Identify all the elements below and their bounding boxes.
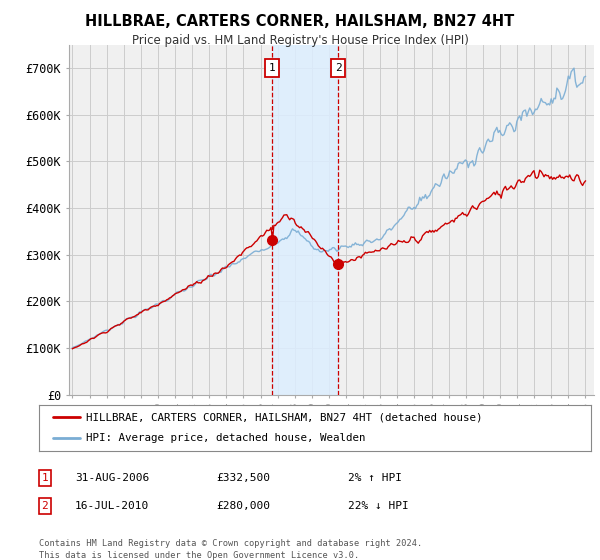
Text: Contains HM Land Registry data © Crown copyright and database right 2024.
This d: Contains HM Land Registry data © Crown c… — [39, 539, 422, 560]
Text: HPI: Average price, detached house, Wealden: HPI: Average price, detached house, Weal… — [86, 433, 365, 444]
Text: £280,000: £280,000 — [216, 501, 270, 511]
Bar — [272, 45, 338, 395]
Text: 1: 1 — [41, 473, 49, 483]
Text: 2% ↑ HPI: 2% ↑ HPI — [348, 473, 402, 483]
Text: Price paid vs. HM Land Registry's House Price Index (HPI): Price paid vs. HM Land Registry's House … — [131, 34, 469, 46]
Text: 2: 2 — [41, 501, 49, 511]
Text: HILLBRAE, CARTERS CORNER, HAILSHAM, BN27 4HT: HILLBRAE, CARTERS CORNER, HAILSHAM, BN27… — [85, 14, 515, 29]
Text: 16-JUL-2010: 16-JUL-2010 — [75, 501, 149, 511]
Text: HILLBRAE, CARTERS CORNER, HAILSHAM, BN27 4HT (detached house): HILLBRAE, CARTERS CORNER, HAILSHAM, BN27… — [86, 412, 482, 422]
Text: 22% ↓ HPI: 22% ↓ HPI — [348, 501, 409, 511]
Text: 2: 2 — [335, 63, 341, 73]
Text: £332,500: £332,500 — [216, 473, 270, 483]
Text: 31-AUG-2006: 31-AUG-2006 — [75, 473, 149, 483]
Text: 1: 1 — [269, 63, 275, 73]
